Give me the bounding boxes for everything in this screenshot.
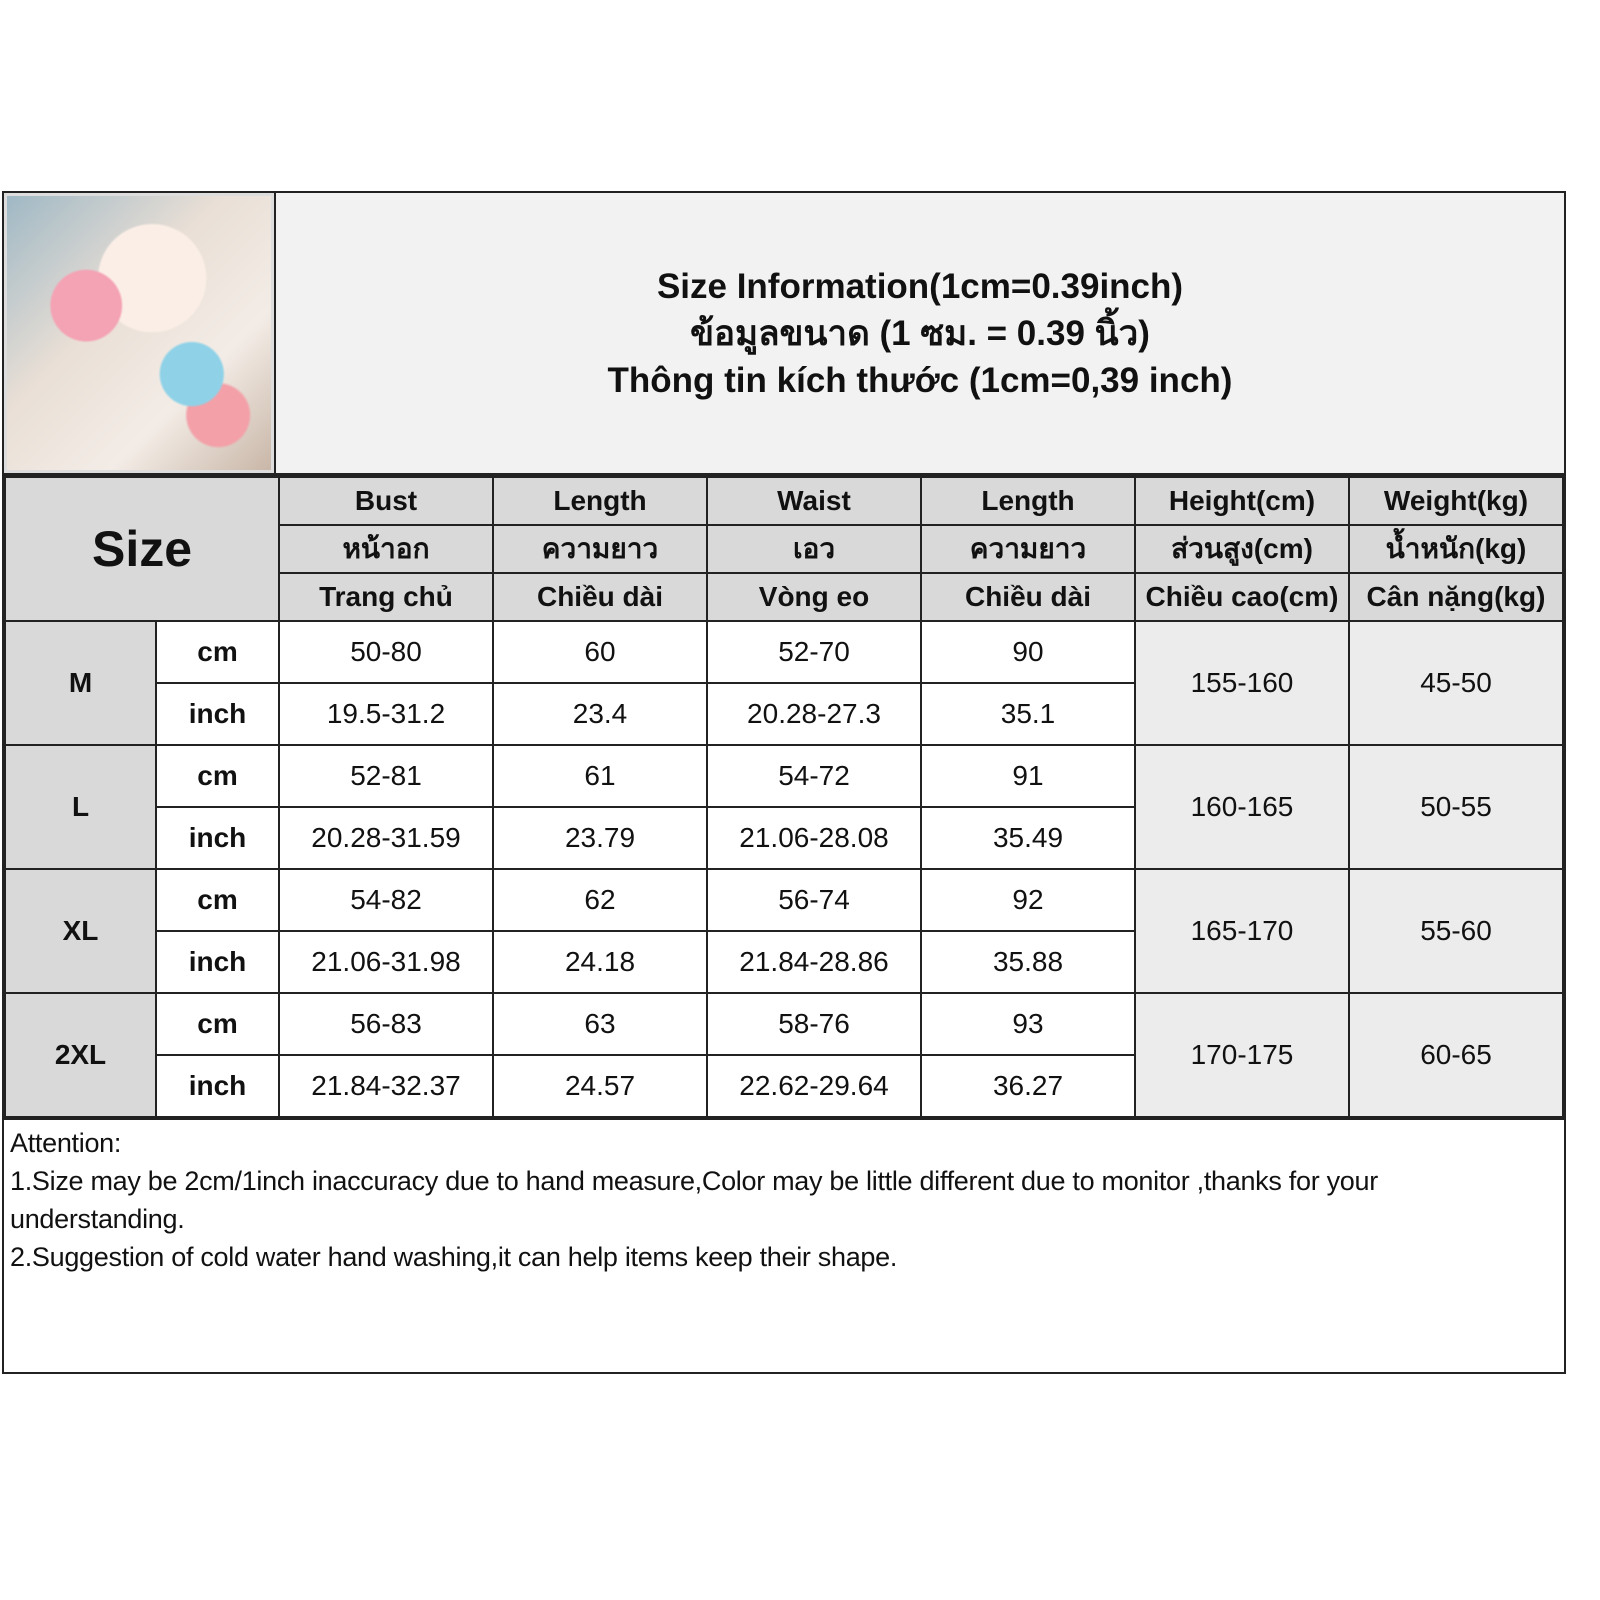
size-label: XL bbox=[4, 868, 157, 994]
measurement-cell: 24.57 bbox=[492, 1054, 708, 1118]
measurement-cell: 52-70 bbox=[706, 620, 922, 684]
measurement-cell: 20.28-27.3 bbox=[706, 682, 922, 746]
header-row: Trang chủ Chiều dài Vòng eo Chiều dài Chiều … bbox=[5, 572, 1564, 622]
table-row: 2XL cm 56-83 63 58-76 93 170-175 60-65 bbox=[4, 992, 1564, 1118]
column-header: Chiều dài bbox=[492, 572, 708, 622]
measurement-cell: 21.84-28.86 bbox=[706, 930, 922, 994]
product-photo bbox=[4, 193, 276, 473]
unit-label: inch bbox=[155, 806, 280, 870]
measurement-cell: 35.49 bbox=[920, 806, 1136, 870]
measurement-cell: 23.79 bbox=[492, 806, 708, 870]
weight-cell: 45-50 bbox=[1348, 620, 1564, 746]
size-table: Size Bust Length Waist Length Height(cm) Weigh… bbox=[4, 476, 1564, 1118]
measurement-cell: 50-80 bbox=[278, 620, 494, 684]
title-english: Size Information(1cm=0.39inch) bbox=[656, 266, 1184, 306]
size-chart: Size Information(1cm=0.39inch) ข้อมูลขนา… bbox=[2, 191, 1566, 1374]
table-row: XL cm 54-82 62 56-74 92 165-170 55-60 bbox=[4, 868, 1564, 994]
measurement-cell: 35.88 bbox=[920, 930, 1136, 994]
unit-label: cm bbox=[155, 620, 280, 684]
header-row: หน้าอก ความยาว เอว ความยาว ส่วนสูง(cm) น้ำหนั… bbox=[5, 524, 1564, 574]
height-cell: 155-160 bbox=[1134, 620, 1350, 746]
weight-cell: 55-60 bbox=[1348, 868, 1564, 994]
unit-label: cm bbox=[155, 868, 280, 932]
size-label: M bbox=[4, 620, 157, 746]
size-label: 2XL bbox=[4, 992, 157, 1118]
measurement-cell: 21.06-31.98 bbox=[278, 930, 494, 994]
measurement-cell: 93 bbox=[920, 992, 1136, 1056]
unit-label: inch bbox=[155, 930, 280, 994]
column-header: ความยาว bbox=[492, 524, 708, 574]
measurement-cell: 52-81 bbox=[278, 744, 494, 808]
notes-heading: Attention: bbox=[10, 1128, 122, 1158]
measurement-cell: 92 bbox=[920, 868, 1136, 932]
measurement-cell: 61 bbox=[492, 744, 708, 808]
title-vietnamese: Thông tin kích thước (1cm=0,39 inch) bbox=[607, 360, 1233, 400]
note-1: 1.Size may be 2cm/1inch inaccuracy due t… bbox=[10, 1166, 1378, 1234]
column-header: น้ำหนัก(kg) bbox=[1348, 524, 1564, 574]
measurement-cell: 60 bbox=[492, 620, 708, 684]
measurement-cell: 91 bbox=[920, 744, 1136, 808]
measurement-cell: 20.28-31.59 bbox=[278, 806, 494, 870]
measurement-cell: 90 bbox=[920, 620, 1136, 684]
table-row: inch 20.28-31.59 23.79 21.06-28.08 35.49 bbox=[5, 806, 1563, 870]
header-row: Size Bust Length Waist Length Height(cm) Weigh… bbox=[4, 476, 1564, 622]
table-row: inch 21.84-32.37 24.57 22.62-29.64 36.27 bbox=[5, 1054, 1563, 1118]
column-header: Bust bbox=[278, 476, 494, 526]
column-header: Trang chủ bbox=[278, 572, 494, 622]
chart-header: Size Information(1cm=0.39inch) ข้อมูลขนา… bbox=[4, 193, 1564, 476]
measurement-cell: 21.06-28.08 bbox=[706, 806, 922, 870]
measurement-cell: 62 bbox=[492, 868, 708, 932]
unit-label: cm bbox=[155, 992, 280, 1056]
column-header: Waist bbox=[706, 476, 922, 526]
unit-label: inch bbox=[155, 682, 280, 746]
unit-label: inch bbox=[155, 1054, 280, 1118]
measurement-cell: 58-76 bbox=[706, 992, 922, 1056]
weight-cell: 60-65 bbox=[1348, 992, 1564, 1118]
column-header: Weight(kg) bbox=[1348, 476, 1564, 526]
column-header: ส่วนสูง(cm) bbox=[1134, 524, 1350, 574]
measurement-cell: 56-83 bbox=[278, 992, 494, 1056]
measurement-cell: 63 bbox=[492, 992, 708, 1056]
size-label: L bbox=[4, 744, 157, 870]
measurement-cell: 24.18 bbox=[492, 930, 708, 994]
height-cell: 165-170 bbox=[1134, 868, 1350, 994]
note-2: 2.Suggestion of cold water hand washing,… bbox=[10, 1242, 898, 1272]
measurement-cell: 22.62-29.64 bbox=[706, 1054, 922, 1118]
column-header: เอว bbox=[706, 524, 922, 574]
size-header: Size bbox=[4, 476, 280, 622]
column-header: Chiều cao(cm) bbox=[1134, 572, 1350, 622]
chart-title: Size Information(1cm=0.39inch) ข้อมูลขนา… bbox=[276, 193, 1564, 473]
column-header: หน้าอก bbox=[278, 524, 494, 574]
table-row: inch 19.5-31.2 23.4 20.28-27.3 35.1 bbox=[5, 682, 1563, 746]
column-header: Cân nặng(kg) bbox=[1348, 572, 1564, 622]
measurement-cell: 21.84-32.37 bbox=[278, 1054, 494, 1118]
title-thai: ข้อมูลขนาด (1 ซม. = 0.39 นิ้ว) bbox=[690, 313, 1150, 353]
column-header: Height(cm) bbox=[1134, 476, 1350, 526]
measurement-cell: 23.4 bbox=[492, 682, 708, 746]
unit-label: cm bbox=[155, 744, 280, 808]
measurement-cell: 54-82 bbox=[278, 868, 494, 932]
height-cell: 170-175 bbox=[1134, 992, 1350, 1118]
measurement-cell: 56-74 bbox=[706, 868, 922, 932]
measurement-cell: 35.1 bbox=[920, 682, 1136, 746]
height-cell: 160-165 bbox=[1134, 744, 1350, 870]
column-header: Length bbox=[492, 476, 708, 526]
table-row: inch 21.06-31.98 24.18 21.84-28.86 35.88 bbox=[5, 930, 1563, 994]
measurement-cell: 36.27 bbox=[920, 1054, 1136, 1118]
column-header: Vòng eo bbox=[706, 572, 922, 622]
measurement-cell: 19.5-31.2 bbox=[278, 682, 494, 746]
weight-cell: 50-55 bbox=[1348, 744, 1564, 870]
column-header: Length bbox=[920, 476, 1136, 526]
column-header: ความยาว bbox=[920, 524, 1136, 574]
measurement-cell: 54-72 bbox=[706, 744, 922, 808]
notes: Attention: 1.Size may be 2cm/1inch inacc… bbox=[4, 1118, 1564, 1372]
column-header: Chiều dài bbox=[920, 572, 1136, 622]
